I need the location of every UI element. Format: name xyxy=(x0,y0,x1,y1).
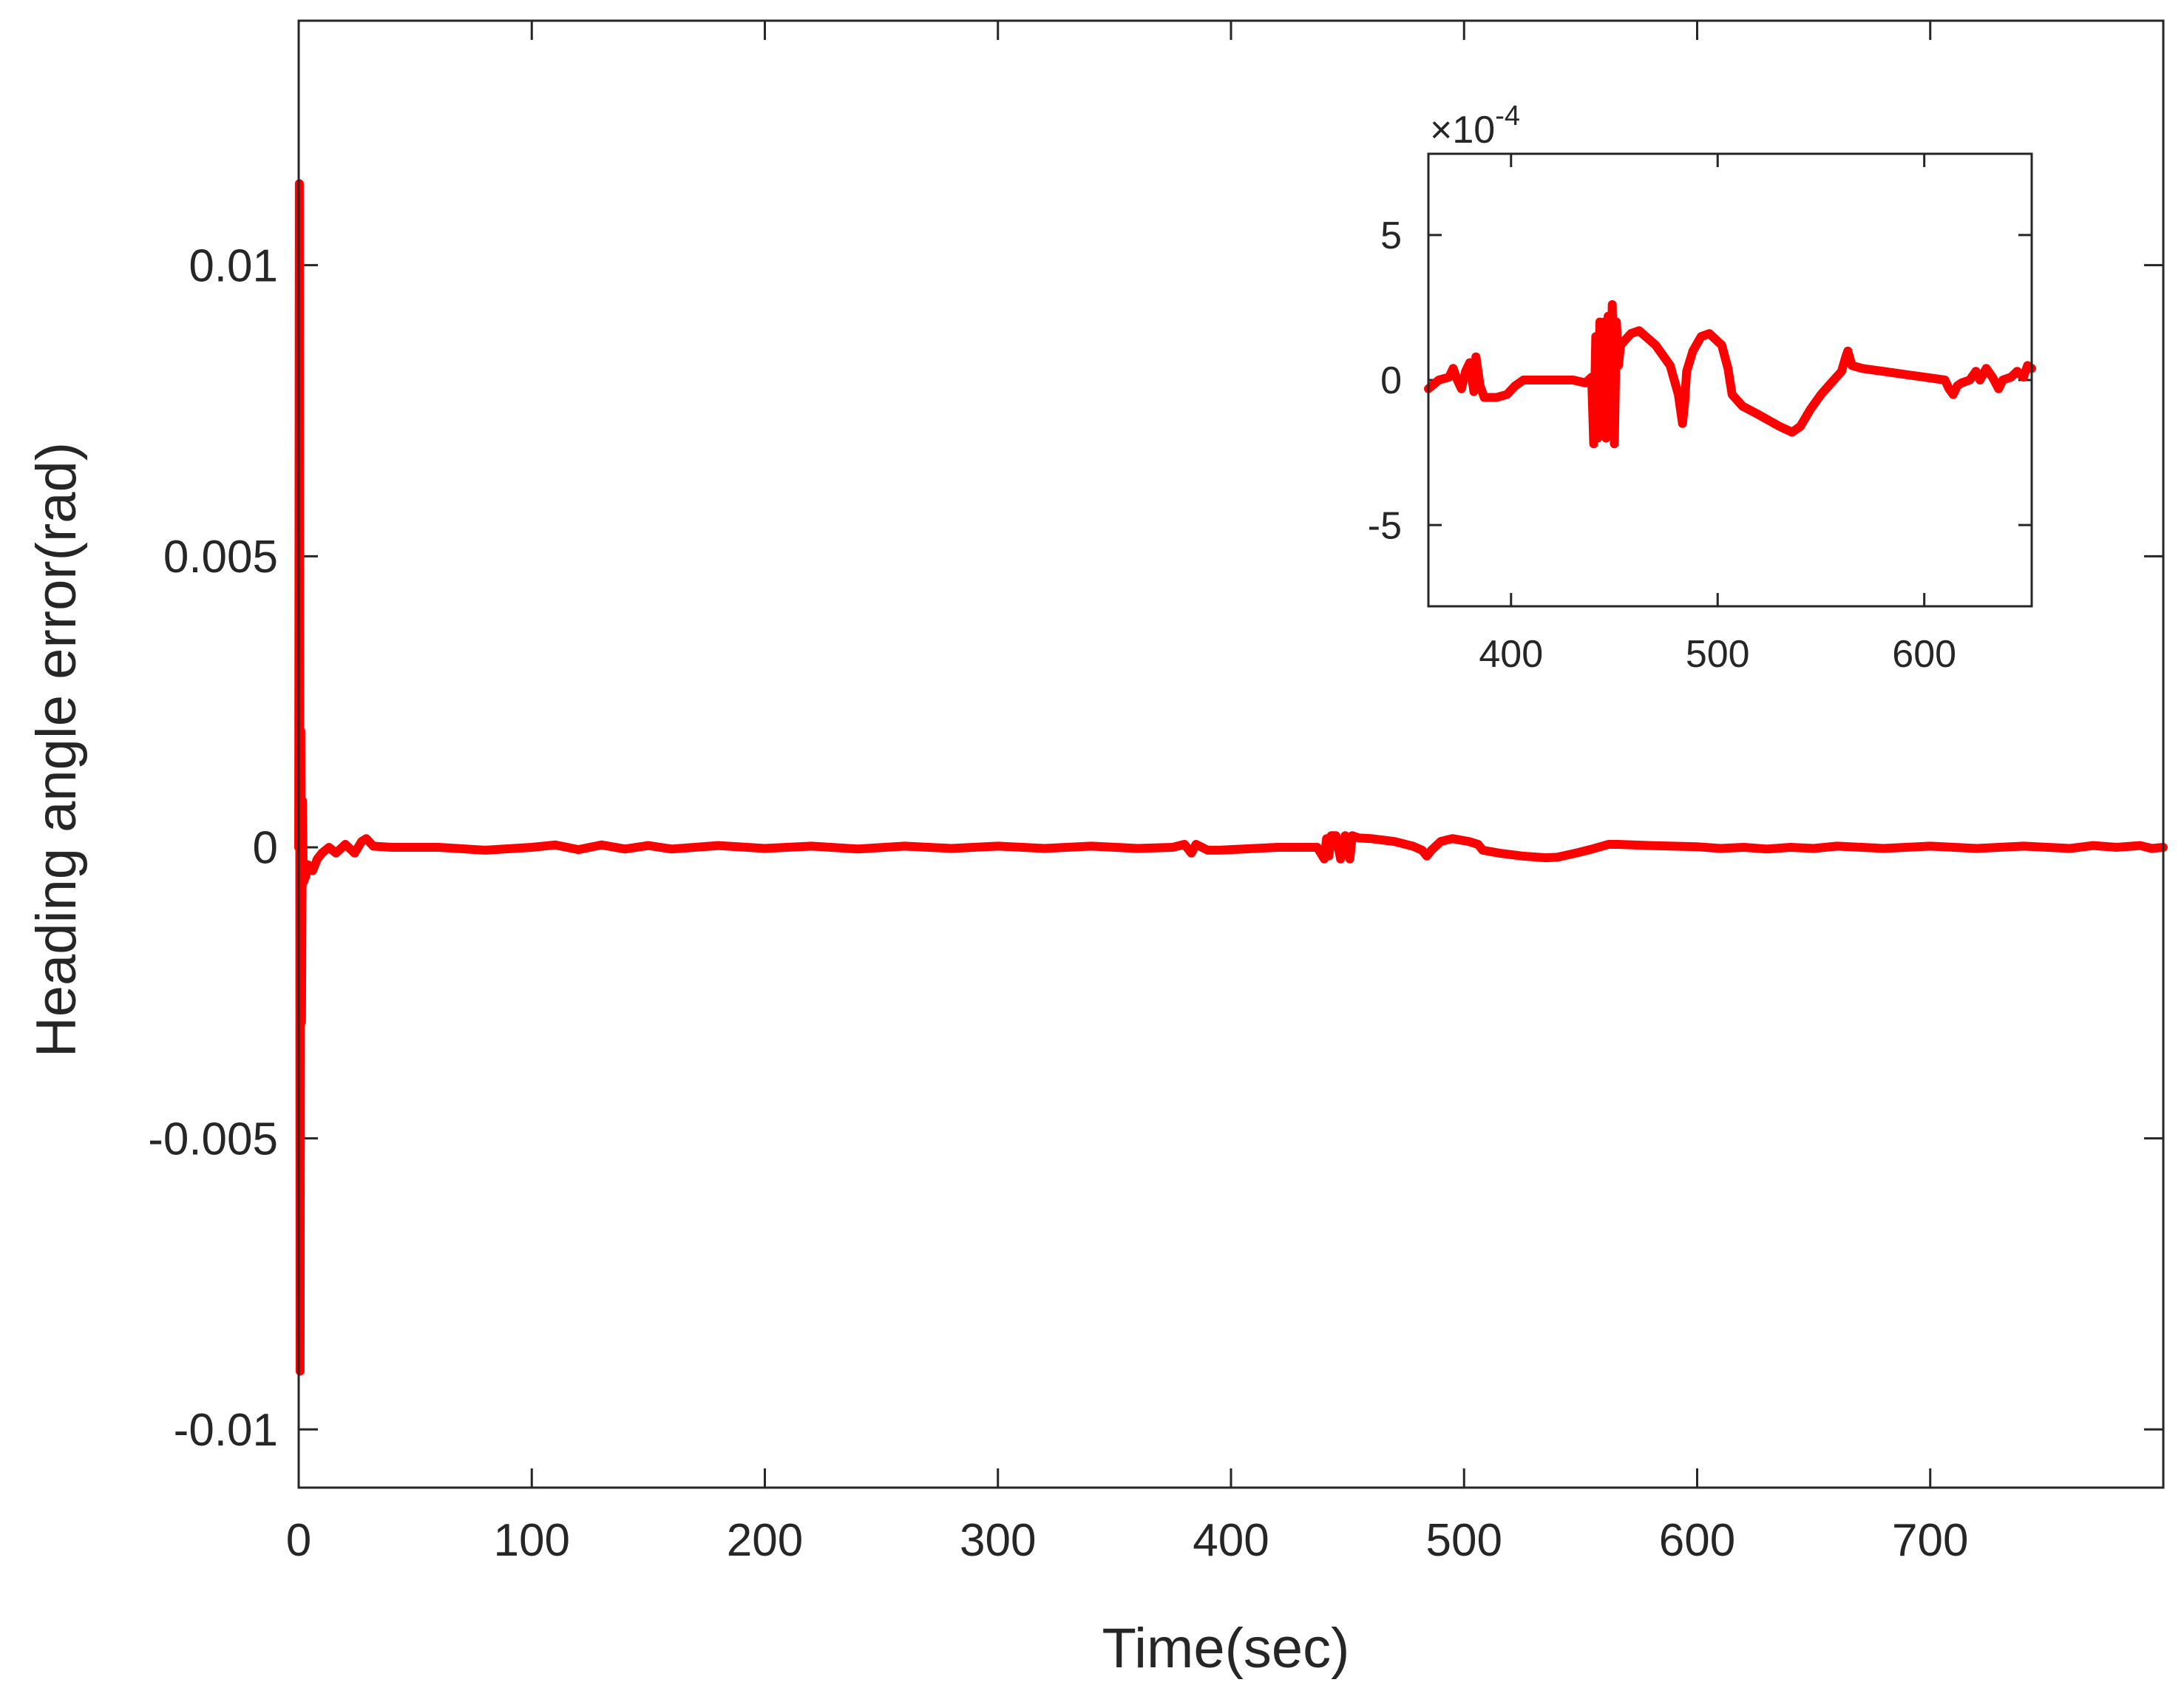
main-plot: 0 100 200 300 400 500 600 700 -0.01 -0.005 0 0.005… xyxy=(25,19,2168,1680)
inset-x-tick-label: 500 xyxy=(1686,633,1750,676)
inset-exponent-power: -4 xyxy=(1495,101,1520,132)
main-x-tick-label: 300 xyxy=(960,1515,1036,1566)
main-y-tick-label: -0.005 xyxy=(148,1113,278,1165)
main-x-tick-label: 700 xyxy=(1892,1515,1968,1566)
main-x-tick-label: 500 xyxy=(1426,1515,1502,1566)
inset-x-tick-label: 400 xyxy=(1479,633,1543,676)
y-axis-label: Heading angle error(rad) xyxy=(25,442,88,1057)
main-series-layer xyxy=(294,179,2168,1376)
inset-x-tick-label: 600 xyxy=(1892,633,1956,676)
inset-series-layer xyxy=(1424,300,2036,449)
main-axes-frame xyxy=(297,19,2165,1489)
main-y-tick-label: 0.005 xyxy=(163,532,278,583)
main-x-tick-label: 100 xyxy=(494,1515,570,1566)
main-x-tick-label: 200 xyxy=(727,1515,803,1566)
inset-y-tick-label: 5 xyxy=(1380,214,1402,257)
main-y-tick-label: 0 xyxy=(253,823,278,874)
inset-y-tick-label: -5 xyxy=(1368,504,1402,547)
main-x-tick-label: 0 xyxy=(286,1515,311,1566)
main-series-line xyxy=(294,179,2168,1376)
inset-series-line xyxy=(1424,300,2036,449)
inset-y-tick-label: 0 xyxy=(1380,359,1402,402)
x-axis-label: Time(sec) xyxy=(1102,1617,1350,1680)
main-y-tick-label: -0.01 xyxy=(174,1405,278,1456)
main-y-tick-label: 0.01 xyxy=(189,240,278,291)
inset-exponent-label: ×10-4 xyxy=(1430,101,1520,152)
inset-exponent-base: ×10 xyxy=(1430,109,1495,152)
main-y-tick-labels: -0.01 -0.005 0 0.005 0.01 xyxy=(148,240,278,1456)
main-x-tick-labels: 0 100 200 300 400 500 600 700 xyxy=(286,1515,1969,1566)
inset-y-tick-labels: -5 0 5 xyxy=(1368,214,1402,547)
inset-x-tick-labels: 400 500 600 xyxy=(1479,633,1956,676)
inset-plot: 400 500 600 -5 0 5 ×10-4 xyxy=(1368,101,2036,676)
main-x-tick-label: 600 xyxy=(1659,1515,1735,1566)
main-x-tick-label: 400 xyxy=(1193,1515,1269,1566)
inset-axes-frame xyxy=(1427,152,2033,608)
